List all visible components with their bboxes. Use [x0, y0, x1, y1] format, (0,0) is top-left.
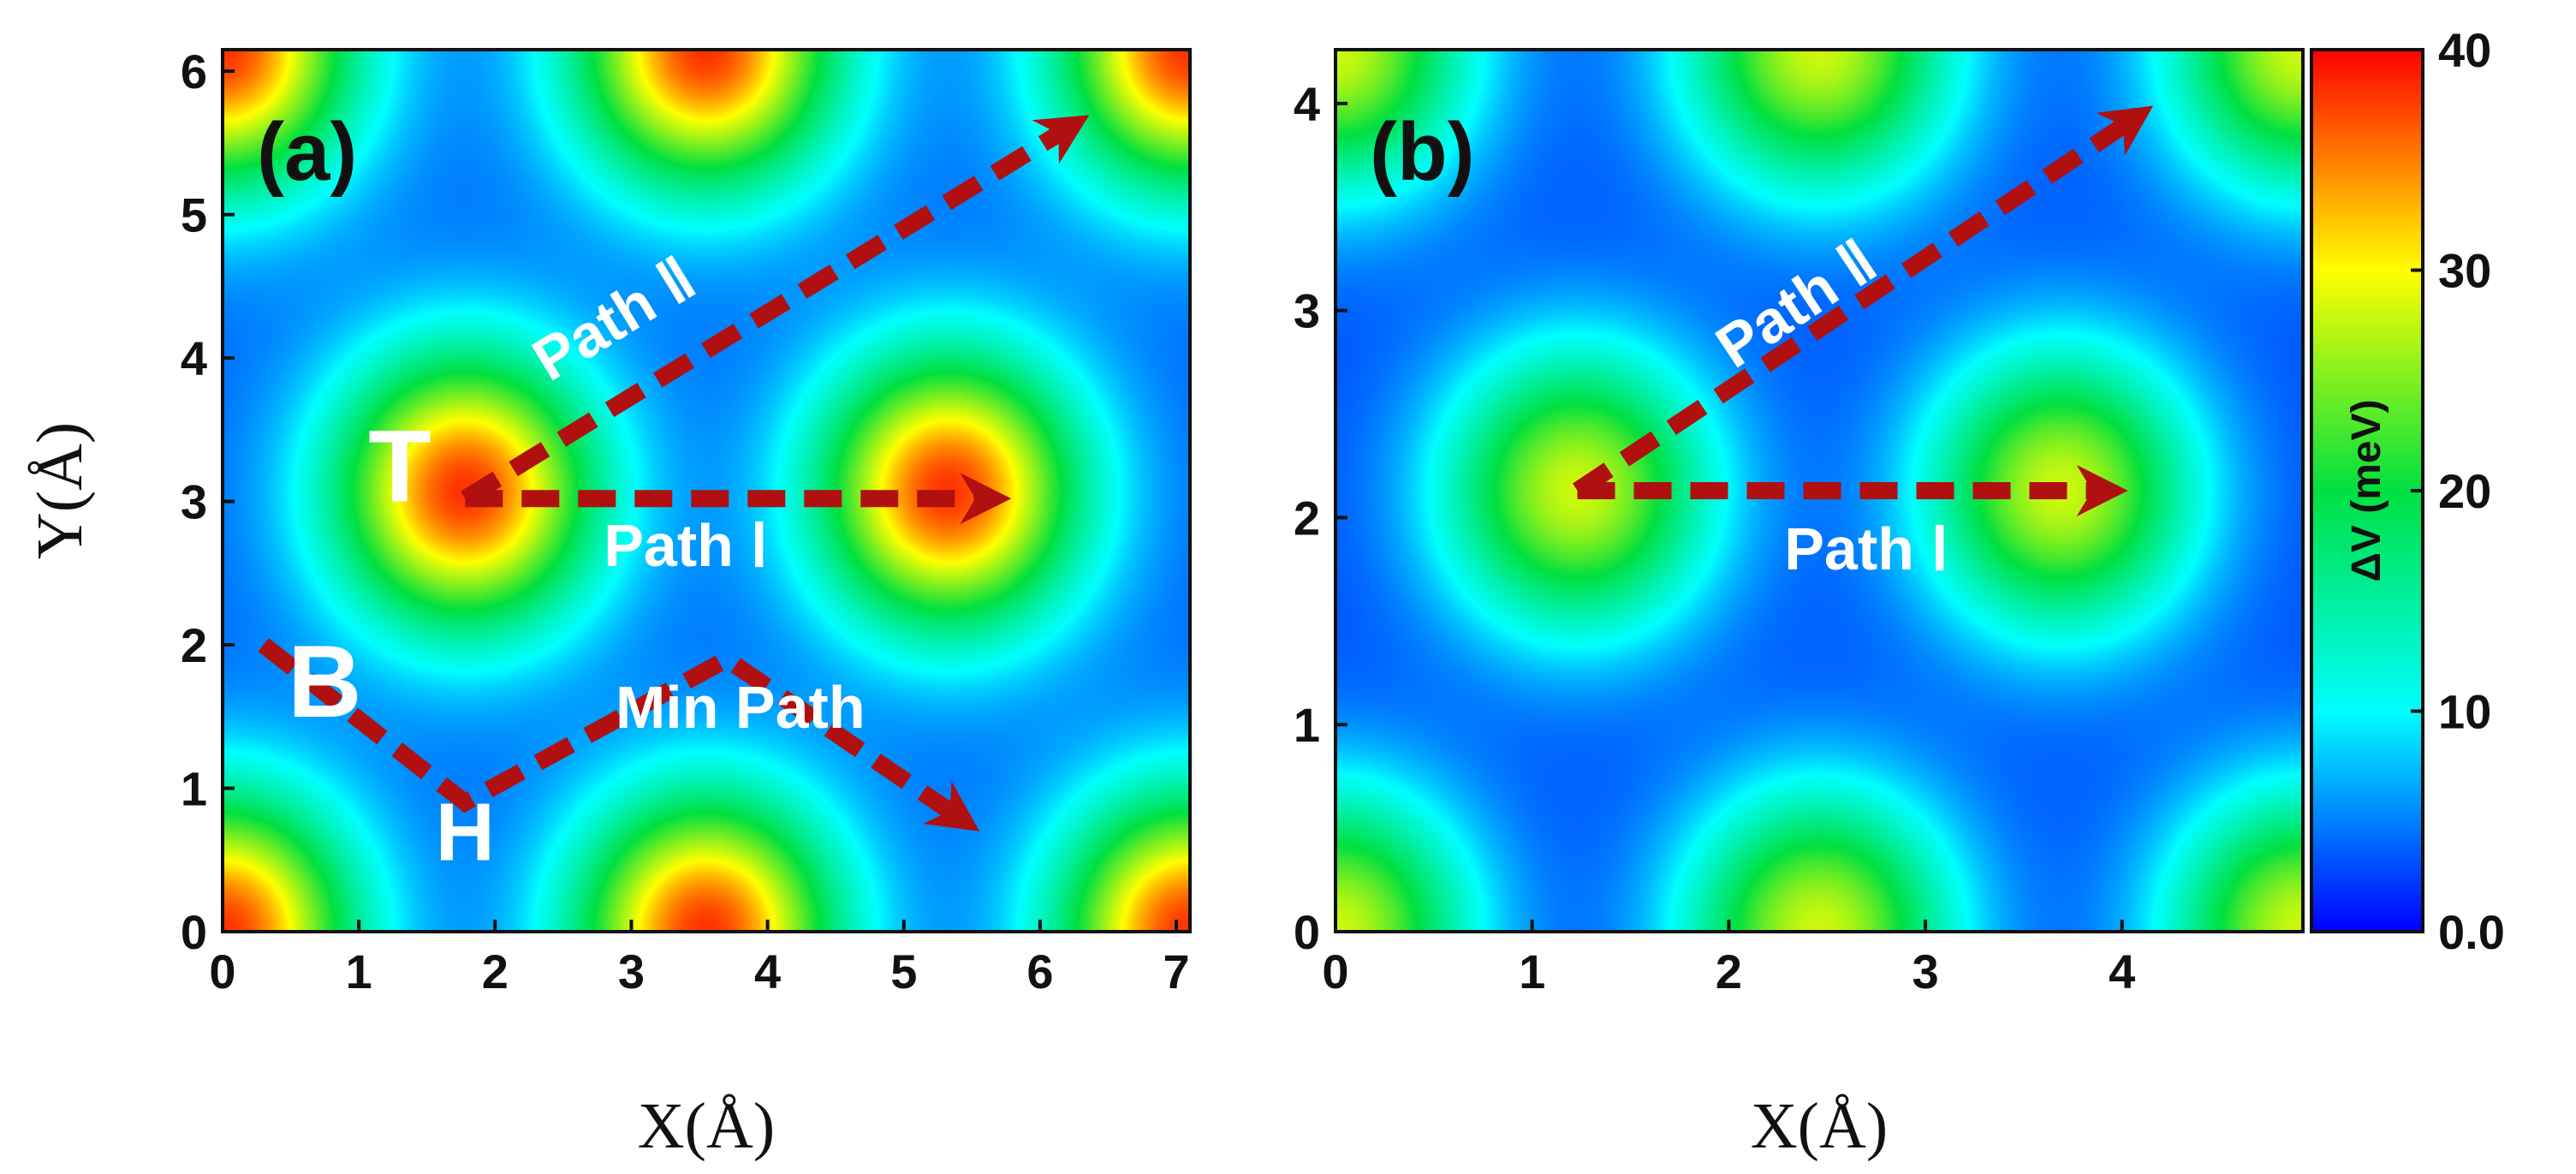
- y-tick-label: 1: [1294, 698, 1320, 752]
- x-tick-label: 1: [346, 945, 372, 998]
- y-tick-label: 4: [1294, 77, 1320, 131]
- y-tick-label: 3: [1294, 284, 1320, 338]
- ticks-b: 0 1 2 3 4 0 1 2 3 4: [1294, 77, 2135, 998]
- colorbar-label: ΔV (meV): [2344, 399, 2389, 581]
- colorbar-tick-label: 0.0: [2438, 905, 2505, 959]
- colorbar-tick-label: 40: [2438, 23, 2491, 77]
- y-tick-label: 0: [1294, 905, 1320, 959]
- y-tick-label: 1: [181, 762, 207, 816]
- paths-a: [258, 115, 1090, 831]
- colorbar-ticks: 0.0 10 20 30 40: [2411, 23, 2505, 959]
- ticks-a: 0 1 2 3 4 5 6 7 0 1 2 3 4 5 6: [181, 45, 1190, 998]
- y-tick-label: 3: [181, 475, 207, 529]
- y-tick-label: 2: [1294, 491, 1320, 545]
- annotation-label: Path Ⅰ: [604, 512, 768, 579]
- x-axis-label-b: X(Å): [1751, 1090, 1888, 1162]
- x-tick-label: 4: [2109, 945, 2135, 998]
- colorbar-tick-label: 30: [2438, 244, 2491, 298]
- x-tick-label: 3: [1912, 945, 1938, 998]
- annotation-label: Path Ⅰ: [1784, 515, 1948, 582]
- y-tick-label: 6: [181, 45, 207, 98]
- y-axis-label-a: Y(Å): [24, 422, 96, 559]
- x-tick-label: 6: [1026, 945, 1053, 998]
- colorbar-tick-label: 10: [2438, 685, 2491, 739]
- annotation-label: T: [368, 409, 431, 524]
- x-tick-label: 1: [1519, 945, 1545, 998]
- y-tick-label: 0: [181, 905, 207, 959]
- plot-frame-a: [221, 48, 1192, 933]
- annotation-label: B: [288, 624, 362, 739]
- x-tick-label: 2: [1716, 945, 1742, 998]
- x-tick-label: 7: [1163, 945, 1190, 998]
- colorbar-tick-label: 20: [2438, 464, 2491, 518]
- x-axis-label-a: X(Å): [638, 1090, 775, 1162]
- x-tick-label: 3: [618, 945, 645, 998]
- colorbar-gradient: [2310, 48, 2424, 933]
- x-tick-label: 4: [754, 945, 781, 998]
- annotation-label: Min Path: [616, 674, 866, 741]
- x-tick-label: 0: [1322, 945, 1348, 998]
- colorbar: 0.0 10 20 30 40 ΔV (meV): [2310, 23, 2505, 959]
- paths-b: [1572, 105, 2154, 516]
- path-arrow: [461, 115, 1090, 506]
- x-tick-label: 5: [890, 945, 917, 998]
- path-arrow: [258, 638, 980, 831]
- panel-label-a: (a): [257, 106, 357, 198]
- x-tick-label: 2: [482, 945, 509, 998]
- annotation-label: H: [436, 786, 495, 878]
- plot-frame-b: [1334, 48, 2305, 933]
- panel-label-b: (b): [1370, 106, 1475, 198]
- x-tick-label: 0: [209, 945, 235, 998]
- y-tick-label: 4: [181, 331, 207, 385]
- y-tick-label: 2: [181, 618, 207, 672]
- y-tick-label: 5: [181, 188, 207, 242]
